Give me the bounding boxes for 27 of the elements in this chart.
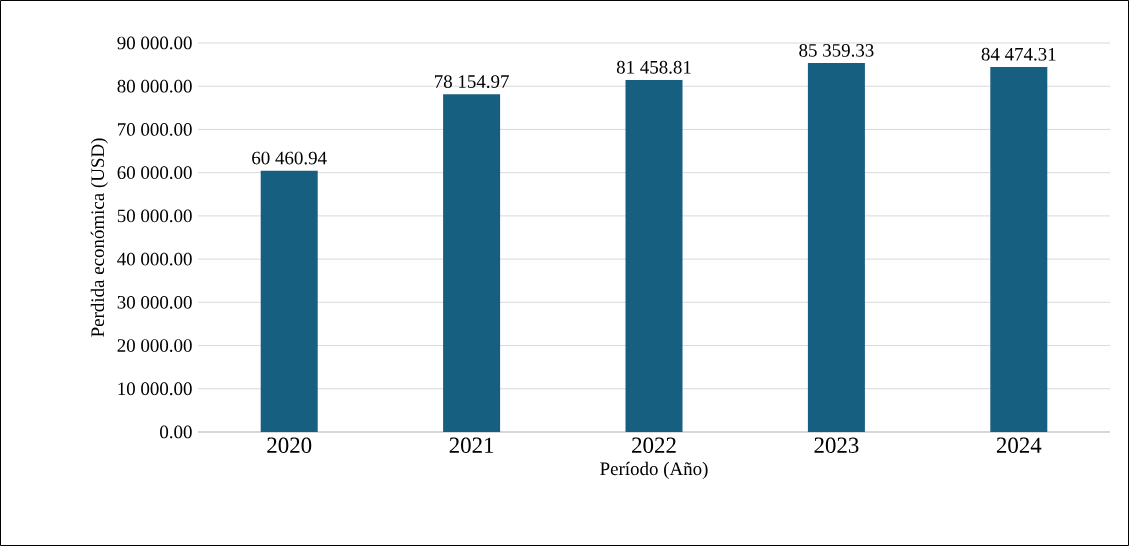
y-tick-label: 80 000.00	[117, 79, 192, 93]
bar	[260, 170, 318, 432]
x-tick-label: 2021	[449, 437, 494, 453]
x-tick-label: 2024	[996, 437, 1042, 453]
y-tick-label: 10 000.00	[118, 382, 192, 396]
y-tick-label: 0.00	[160, 425, 192, 439]
data-label: 81 458.81	[616, 60, 691, 74]
bar	[807, 63, 865, 432]
y-tick-label: 30 000.00	[117, 295, 192, 309]
y-tick-label: 20 000.00	[117, 339, 192, 352]
y-tick-label: 60 000.00	[117, 166, 192, 180]
x-tick-label: 2023	[814, 437, 859, 453]
y-tick-label: 40 000.00	[117, 252, 192, 266]
y-tick-label: 50 000.00	[117, 209, 192, 223]
data-label: 78 154.97	[434, 75, 509, 88]
y-tick-label: 70 000.00	[118, 123, 192, 136]
data-label: 84 474.31	[981, 47, 1056, 61]
data-label: 85 359.33	[799, 44, 874, 57]
bar	[625, 79, 683, 432]
data-label: 60 460.94	[252, 151, 327, 165]
bar	[443, 94, 501, 432]
x-axis-title: Período (Año)	[600, 461, 708, 480]
y-tick-label: 90 000.00	[117, 36, 192, 50]
x-tick-label: 2022	[632, 437, 676, 453]
bar	[990, 66, 1048, 432]
x-tick-label: 2020	[267, 437, 312, 453]
y-axis-title: Perdida económica (USD)	[90, 138, 108, 337]
